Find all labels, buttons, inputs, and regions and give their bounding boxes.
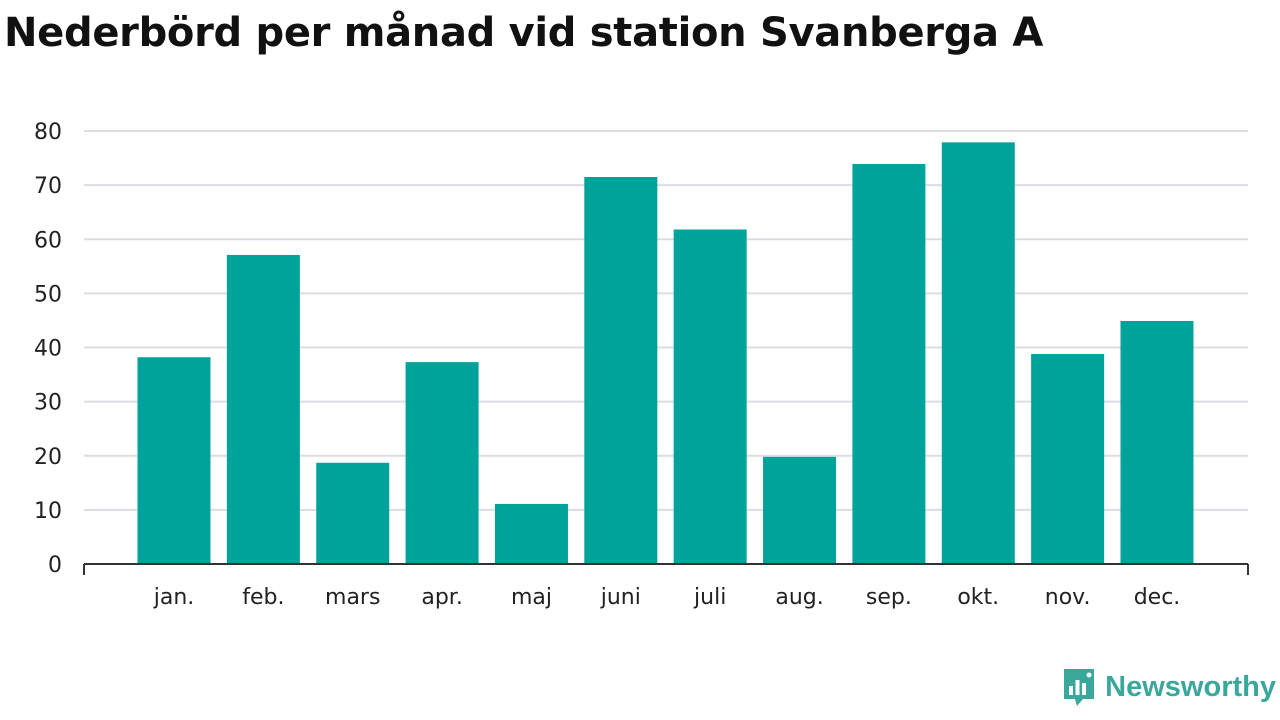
y-tick-label: 30 xyxy=(34,391,62,416)
x-tick-label: okt. xyxy=(957,585,999,610)
y-tick-label: 0 xyxy=(48,553,62,578)
bars xyxy=(137,142,1194,565)
y-tick-label: 70 xyxy=(34,174,62,199)
bar-aug xyxy=(763,456,837,564)
x-tick-label: sep. xyxy=(866,585,912,610)
y-tick-label: 50 xyxy=(34,282,62,307)
bar-dec xyxy=(1120,320,1194,564)
bar-maj xyxy=(494,503,568,564)
bar-nov xyxy=(1031,353,1105,564)
brand-name: Newsworthy xyxy=(1105,670,1276,703)
bar-jan xyxy=(137,357,211,564)
x-tick-label: juni xyxy=(600,585,641,610)
newsworthy-logo: Newsworthy xyxy=(1061,666,1276,708)
x-tick-label: dec. xyxy=(1134,585,1181,610)
x-tick-label: jan. xyxy=(153,585,195,610)
y-tick-label: 60 xyxy=(34,228,62,253)
bar-feb xyxy=(226,254,300,565)
x-axis xyxy=(83,563,1249,575)
x-tick-label: apr. xyxy=(421,585,462,610)
x-tick-label: nov. xyxy=(1045,585,1091,610)
x-tick-label: feb. xyxy=(242,585,284,610)
y-tick-label: 10 xyxy=(34,499,62,524)
bar-sep xyxy=(852,164,926,565)
x-tick-label: juli xyxy=(693,585,726,610)
y-tick-label: 20 xyxy=(34,445,62,470)
bar-juli xyxy=(673,229,747,564)
bar-apr xyxy=(405,362,479,564)
x-tick-label: maj xyxy=(511,585,552,610)
newsworthy-chart-icon xyxy=(1064,669,1095,706)
bar-okt xyxy=(941,142,1015,564)
y-axis-tick-labels: 0 10 20 30 40 50 60 70 80 xyxy=(34,120,62,578)
y-tick-label: 80 xyxy=(34,120,62,145)
chart-title: Nederbörd per månad vid station Svanberg… xyxy=(4,10,1044,56)
x-tick-label: mars xyxy=(325,585,380,610)
bar-juni xyxy=(584,177,658,564)
y-tick-label: 40 xyxy=(34,337,62,362)
bar-mars xyxy=(316,462,390,564)
x-axis-tick-labels: jan. feb. mars apr. maj juni juli aug. sep. okt. n… xyxy=(153,585,1181,610)
x-tick-label: aug. xyxy=(775,585,823,610)
